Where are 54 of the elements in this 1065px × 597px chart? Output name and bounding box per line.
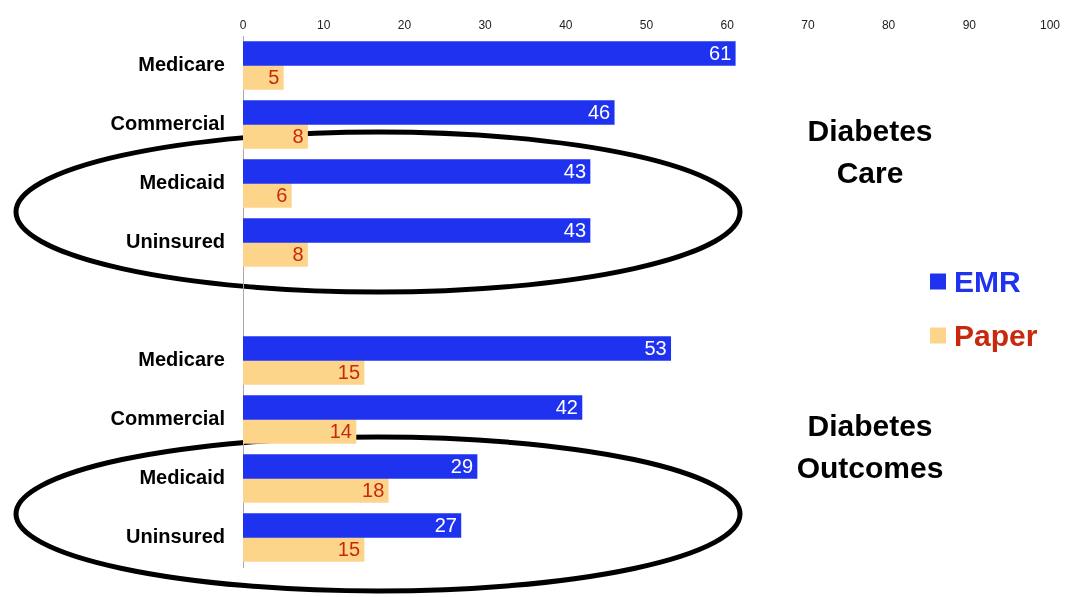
data-label: 46 xyxy=(587,101,611,124)
y-tick-label: Medicaid xyxy=(139,171,225,194)
data-label: 15 xyxy=(337,361,361,384)
x-tick-label: 90 xyxy=(962,18,977,33)
x-tick-label: 20 xyxy=(397,18,412,33)
x-tick-label: 100 xyxy=(1039,18,1061,33)
annotation: Diabetes Outcomes xyxy=(796,409,944,485)
bar xyxy=(243,183,292,208)
x-tick-label: 50 xyxy=(639,18,654,33)
y-tick-label: Medicare xyxy=(138,53,225,76)
legend-label: EMR xyxy=(954,264,1021,298)
bar xyxy=(243,336,672,361)
data-label: 27 xyxy=(434,514,457,537)
bar xyxy=(243,395,583,420)
data-label: 14 xyxy=(329,420,352,443)
bar xyxy=(243,360,365,385)
y-tick-label: Medicaid xyxy=(139,466,225,489)
data-label: 5 xyxy=(268,66,280,89)
data-label: 6 xyxy=(276,184,288,207)
data-label: 43 xyxy=(563,160,587,183)
annotation: Diabetes Care xyxy=(807,114,933,190)
bar xyxy=(243,537,365,562)
y-tick-label: Commercial xyxy=(110,407,225,430)
bar xyxy=(243,41,736,66)
bar xyxy=(243,124,308,149)
data-label: 29 xyxy=(450,455,474,478)
x-tick-label: 30 xyxy=(478,18,493,33)
x-tick-label: 60 xyxy=(720,18,735,33)
data-label: 18 xyxy=(362,479,385,502)
bar xyxy=(243,454,478,479)
y-tick-label: Commercial xyxy=(110,112,225,135)
x-tick-label: 40 xyxy=(559,18,573,33)
data-label: 8 xyxy=(292,125,304,148)
data-label: 61 xyxy=(709,42,732,65)
data-label: 15 xyxy=(337,538,361,561)
bar xyxy=(243,100,615,125)
bar xyxy=(243,419,357,444)
x-tick-label: 0 xyxy=(239,18,247,33)
data-label: 43 xyxy=(563,219,587,242)
bar xyxy=(243,242,308,267)
bar xyxy=(243,159,591,184)
y-tick-label: Uninsured xyxy=(126,230,225,253)
x-tick-label: 80 xyxy=(881,18,896,33)
bar xyxy=(243,513,462,538)
legend-label: Paper xyxy=(954,318,1038,352)
data-label: 8 xyxy=(292,243,304,266)
x-tick-label: 70 xyxy=(801,18,815,33)
data-label: 42 xyxy=(555,396,578,419)
y-tick-label: Medicare xyxy=(138,348,225,371)
x-tick-label: 10 xyxy=(317,18,331,33)
y-tick-label: Uninsured xyxy=(126,525,225,548)
data-label: 53 xyxy=(644,337,667,360)
bar xyxy=(243,218,591,243)
bar xyxy=(243,478,389,503)
